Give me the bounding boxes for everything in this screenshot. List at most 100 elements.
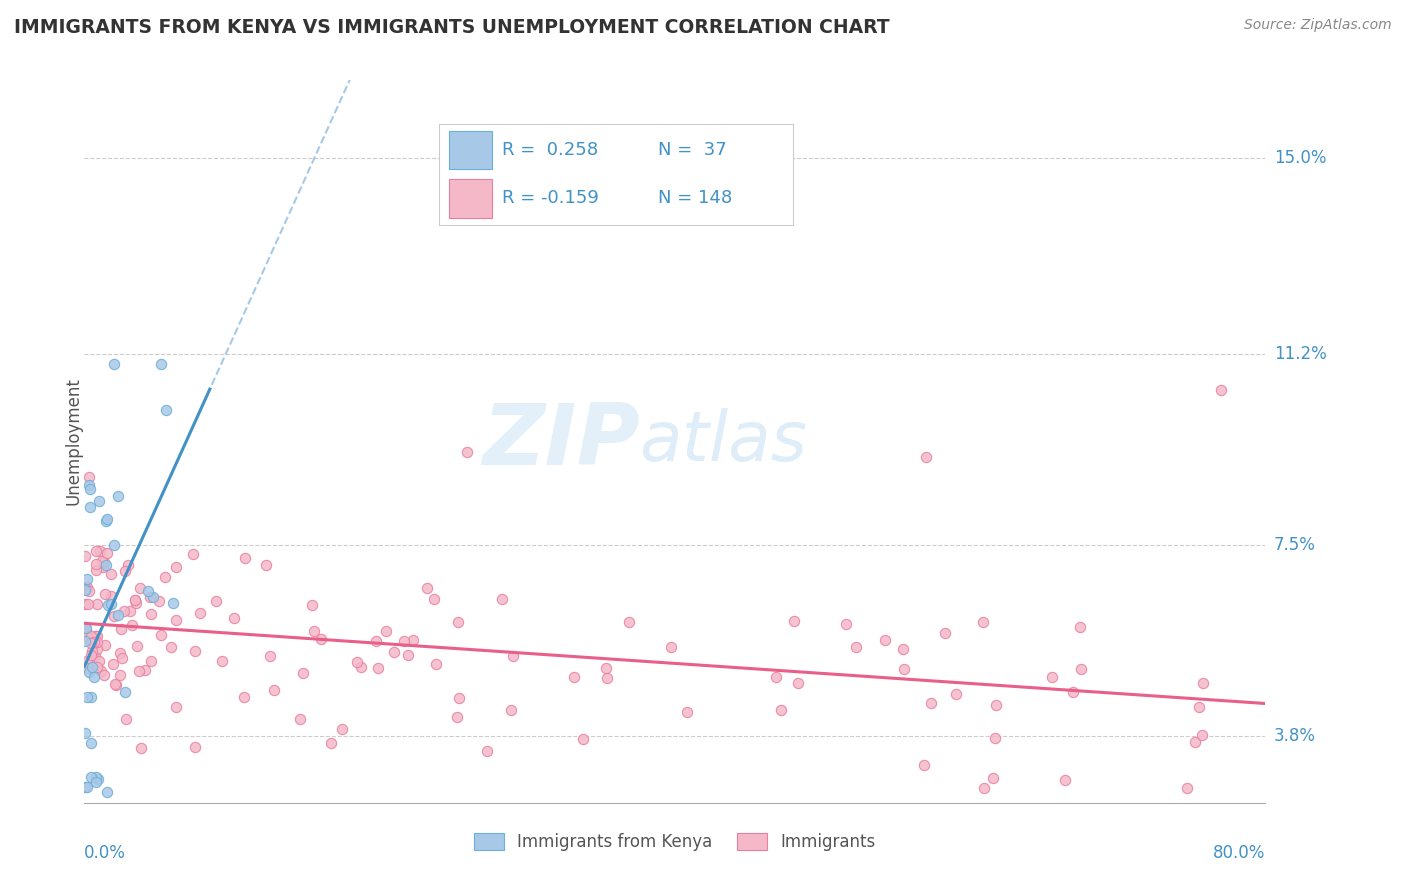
Point: [1184, 734, 1206, 748]
Point: [76, 690, 98, 705]
Point: [114, 685, 136, 699]
Point: [91, 560, 114, 574]
Text: 7.5%: 7.5%: [1274, 536, 1316, 554]
Legend: Immigrants from Kenya, Immigrants: Immigrants from Kenya, Immigrants: [465, 825, 884, 860]
Point: [79, 584, 101, 599]
Point: [84, 557, 107, 571]
Point: [945, 687, 967, 701]
Point: [87, 493, 110, 508]
Point: [79, 482, 101, 496]
Point: [110, 622, 132, 636]
Point: [915, 450, 938, 464]
Point: [84, 770, 107, 784]
Point: [676, 706, 699, 720]
Point: [107, 489, 129, 503]
Point: [292, 665, 315, 680]
Point: [1062, 685, 1084, 699]
Point: [110, 668, 132, 682]
Point: [205, 593, 228, 607]
Point: [79, 500, 101, 515]
Point: [94, 558, 117, 573]
Point: [155, 569, 177, 583]
Point: [94, 514, 117, 528]
Point: [75, 726, 97, 740]
Point: [115, 712, 138, 726]
Point: [134, 663, 156, 677]
Point: [367, 661, 389, 675]
Point: [165, 700, 187, 714]
Point: [128, 664, 150, 678]
Point: [86, 597, 108, 611]
Point: [114, 564, 136, 578]
Point: [129, 741, 152, 756]
Point: [456, 445, 478, 459]
Point: [595, 660, 617, 674]
Point: [82, 659, 104, 673]
Point: [302, 624, 325, 638]
Point: [76, 654, 98, 668]
Point: [920, 696, 942, 710]
Point: [84, 649, 107, 664]
Text: atlas: atlas: [640, 408, 807, 475]
Point: [477, 744, 499, 758]
Point: [346, 655, 368, 669]
Point: [86, 563, 108, 577]
Point: [87, 772, 110, 786]
Point: [114, 604, 136, 618]
Point: [893, 642, 915, 657]
Text: Source: ZipAtlas.com: Source: ZipAtlas.com: [1244, 18, 1392, 32]
Point: [973, 781, 995, 796]
Point: [103, 357, 125, 371]
Point: [111, 651, 134, 665]
Point: [1040, 669, 1063, 683]
Point: [86, 635, 108, 649]
Point: [75, 597, 97, 611]
Point: [125, 639, 148, 653]
Point: [76, 580, 98, 594]
Point: [75, 582, 97, 596]
Point: [330, 722, 353, 736]
Point: [80, 636, 103, 650]
Point: [93, 555, 115, 569]
Point: [984, 731, 1007, 745]
Point: [76, 660, 98, 674]
Point: [181, 547, 204, 561]
Point: [148, 593, 170, 607]
Point: [97, 599, 120, 613]
Point: [150, 357, 173, 371]
Point: [124, 592, 146, 607]
Point: [423, 592, 446, 607]
Point: [165, 613, 187, 627]
Point: [76, 630, 98, 644]
Point: [502, 648, 524, 663]
Point: [350, 660, 373, 674]
Point: [446, 710, 468, 724]
Point: [124, 596, 146, 610]
Point: [117, 558, 139, 572]
Point: [75, 620, 97, 634]
Point: [77, 469, 100, 483]
Point: [425, 657, 447, 672]
Point: [93, 667, 115, 681]
Point: [86, 659, 108, 673]
Point: [84, 775, 107, 789]
Point: [80, 644, 103, 658]
Point: [94, 587, 117, 601]
Point: [104, 677, 127, 691]
Point: [893, 662, 915, 676]
Text: 3.8%: 3.8%: [1274, 727, 1316, 745]
Point: [1188, 699, 1211, 714]
Point: [447, 690, 470, 705]
Point: [76, 572, 98, 586]
Point: [79, 665, 101, 679]
Point: [121, 617, 143, 632]
Point: [211, 654, 233, 668]
Point: [80, 648, 103, 663]
Point: [75, 624, 97, 639]
Point: [1069, 620, 1091, 634]
Point: [934, 626, 956, 640]
Point: [75, 634, 97, 648]
Point: [873, 632, 896, 647]
Point: [90, 554, 112, 568]
Point: [416, 581, 439, 595]
